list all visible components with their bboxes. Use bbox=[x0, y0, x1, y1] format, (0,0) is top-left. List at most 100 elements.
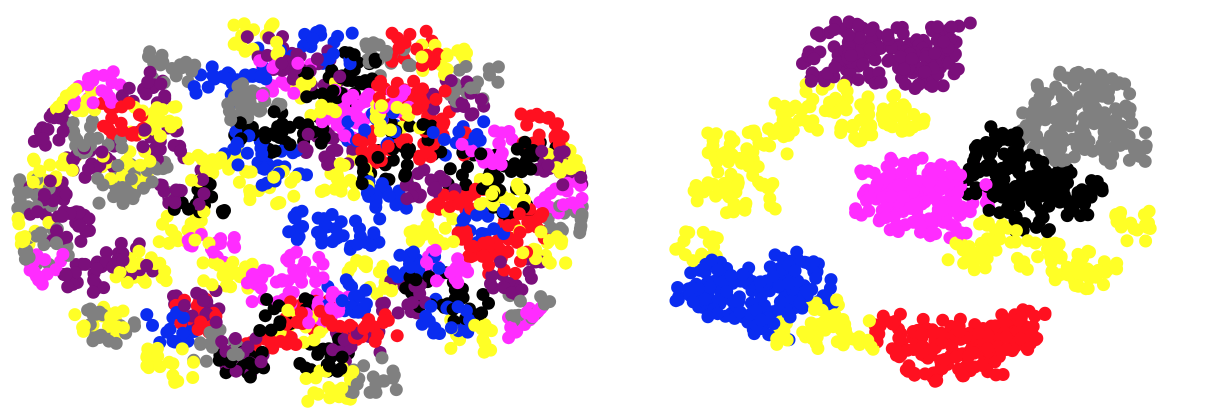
scatter-point-s1-p9-960 bbox=[1118, 77, 1132, 91]
scatter-point-s3-p9-1493 bbox=[437, 133, 451, 146]
scatter-point-s3-p10-1717 bbox=[496, 205, 510, 219]
scatter-point-s2-p24-2128 bbox=[33, 164, 47, 178]
scatter-point-s0-p1-1870 bbox=[50, 224, 63, 238]
scatter-point-s2-p3-1478 bbox=[162, 236, 176, 250]
scatter-point-s2-p2-2054 bbox=[185, 173, 198, 187]
scatter-point-s1-p1-1279 bbox=[1055, 91, 1069, 104]
scatter-point-s4-p4-792 bbox=[901, 343, 914, 357]
scatter-point-s5-p1-1232 bbox=[895, 166, 909, 179]
scatter-point-s3-p0-1282 bbox=[724, 269, 738, 282]
scatter-point-s2-p12-1246 bbox=[1045, 264, 1059, 278]
scatter-point-s5-p7-412 bbox=[915, 151, 929, 165]
scatter-point-s4-p3-2025 bbox=[352, 133, 366, 147]
scatter-point-s5-p10-1521 bbox=[106, 65, 120, 79]
scatter-point-s2-p15-2087 bbox=[323, 102, 337, 116]
scatter-point-s2-p9-1409 bbox=[834, 121, 848, 135]
scatter-point-s0-p15-403 bbox=[524, 271, 538, 285]
scatter-point-s0-p3-2072 bbox=[116, 253, 130, 267]
scatter-point-s2-p4-779 bbox=[781, 116, 795, 130]
scatter-point-s3-p3-1204 bbox=[282, 225, 296, 239]
scatter-point-s6-p6-1539 bbox=[461, 160, 474, 174]
scatter-point-s0-p6-1402 bbox=[897, 62, 911, 76]
scatter-point-s0-p18-1453 bbox=[301, 127, 315, 141]
scatter-point-s2-p11-1949 bbox=[480, 172, 494, 186]
scatter-point-s1-p1-1698 bbox=[119, 189, 132, 203]
scatter-point-s2-p5-2104 bbox=[288, 170, 302, 184]
scatter-point-s3-p11-1923 bbox=[176, 311, 190, 325]
scatter-point-s2-p9-1364 bbox=[854, 134, 868, 147]
scatter-point-s2-p6-1165 bbox=[330, 167, 344, 181]
scatter-point-s3-p4-1416 bbox=[754, 313, 768, 327]
scatter-point-s3-p7-1694 bbox=[393, 248, 407, 262]
scatter-point-s0-p0-315 bbox=[868, 53, 882, 67]
scatter-point-s2-p19-998 bbox=[1139, 234, 1153, 248]
scatter-point-s2-p7-2008 bbox=[344, 261, 358, 275]
scatter-point-s4-p9-650 bbox=[1038, 306, 1052, 320]
scatter-point-s3-p11-1116 bbox=[140, 308, 154, 322]
scatter-point-s5-p6-1403 bbox=[954, 226, 968, 240]
scatter-point-s2-p11-1489 bbox=[513, 182, 527, 196]
scatter-point-s2-p19-854 bbox=[1110, 210, 1124, 224]
scatter-point-s6-p1-1359 bbox=[1002, 157, 1016, 171]
scatter-point-s2-p19-1434 bbox=[1137, 208, 1151, 222]
scatter-point-s2-p8-1138 bbox=[882, 118, 896, 132]
scatter-point-s3-p5-1213 bbox=[375, 177, 389, 191]
scatter-point-s3-p4-1752 bbox=[367, 226, 381, 240]
scatter-point-s3-p12-1907 bbox=[444, 321, 458, 335]
scatter-point-s1-p0-640 bbox=[1049, 80, 1063, 94]
scatter-point-s2-p13-1181 bbox=[1009, 224, 1023, 238]
scatter-point-s3-p0-1432 bbox=[711, 263, 725, 277]
scatter-point-s2-p12-1847 bbox=[516, 246, 530, 260]
scatter-point-s4-p11-2049 bbox=[368, 334, 382, 348]
scatter-point-s6-p0-1191 bbox=[967, 154, 980, 168]
scatter-point-s2-p7-1030 bbox=[876, 102, 890, 116]
scatter-point-s6-p3-2098 bbox=[258, 126, 272, 140]
scatter-point-s6-p5-929 bbox=[1081, 208, 1095, 222]
scatter-point-s6-p10-1651 bbox=[316, 342, 330, 356]
scatter-point-s2-p1-1987 bbox=[143, 154, 157, 168]
scatter-point-s1-p0-1301 bbox=[1023, 107, 1037, 121]
scatter-point-s3-p6-317 bbox=[671, 281, 685, 294]
scatter-point-s2-p5-920 bbox=[287, 189, 301, 203]
scatter-point-s3-p8-1991 bbox=[339, 273, 353, 287]
scatter-point-s5-p4-1190 bbox=[312, 250, 326, 264]
scatter-point-s3-p2-1008 bbox=[766, 269, 780, 283]
scatter-point-s1-p12-1108 bbox=[389, 383, 403, 397]
scatter-point-s1-p3-756 bbox=[1058, 118, 1072, 132]
scatter-point-s2-p4-633 bbox=[780, 147, 794, 161]
scatter-point-s0-p17-1887 bbox=[196, 173, 210, 187]
scatter-point-s1-p4-1094 bbox=[1066, 132, 1079, 146]
scatter-point-s4-p1-1868 bbox=[410, 102, 424, 116]
scatter-point-s2-p8-76 bbox=[196, 256, 210, 270]
scatter-point-s5-p1-971 bbox=[922, 175, 936, 189]
scatter-point-s2-p1-1419 bbox=[692, 183, 706, 197]
scatter-point-s4-p7-2099 bbox=[512, 207, 526, 221]
scatter-point-s2-p18-452 bbox=[696, 225, 710, 239]
scatter-point-s4-p1-2140 bbox=[438, 84, 452, 98]
scatter-point-s4-p0-2009 bbox=[386, 85, 400, 99]
scatter-point-s4-p1-920 bbox=[936, 313, 950, 327]
scatter-point-s5-p0-2133 bbox=[341, 92, 355, 106]
scatter-point-s2-p12-1584 bbox=[529, 252, 543, 266]
scatter-point-s4-p0-925 bbox=[915, 327, 929, 341]
scatter-point-s3-p8-1626 bbox=[351, 305, 365, 319]
scatter-point-s4-p6-1891 bbox=[501, 245, 515, 259]
scatter-point-s0-p5-972 bbox=[883, 53, 897, 66]
scatter-point-s2-p12-1101 bbox=[559, 256, 573, 270]
scatter-point-s6-p13-1479 bbox=[473, 307, 487, 321]
scatter-point-s4-p0-1397 bbox=[889, 348, 903, 362]
scatter-point-s5-p8-1455 bbox=[488, 124, 501, 138]
scatter-point-s3-p4-1336 bbox=[351, 237, 364, 251]
scatter-point-s2-p0-1711 bbox=[156, 103, 169, 117]
scatter-point-s1-p7-1471 bbox=[459, 60, 473, 73]
scatter-point-s2-p13-1347 bbox=[980, 218, 994, 232]
scatter-point-s2-p5-947 bbox=[243, 184, 257, 197]
scatter-point-s1-p1-1738 bbox=[91, 172, 105, 185]
scatter-point-s0-p7-1286 bbox=[928, 46, 942, 60]
scatter-point-s2-p18-1222 bbox=[384, 123, 397, 137]
scatter-point-s0-p5-1074 bbox=[136, 140, 150, 154]
scatter-point-s2-p6-1424 bbox=[837, 78, 851, 92]
scatter-point-s4-p4-1919 bbox=[432, 197, 446, 211]
scatter-point-s4-p9-2010 bbox=[294, 306, 308, 320]
scatter-point-s1-p14-1308 bbox=[185, 64, 199, 78]
